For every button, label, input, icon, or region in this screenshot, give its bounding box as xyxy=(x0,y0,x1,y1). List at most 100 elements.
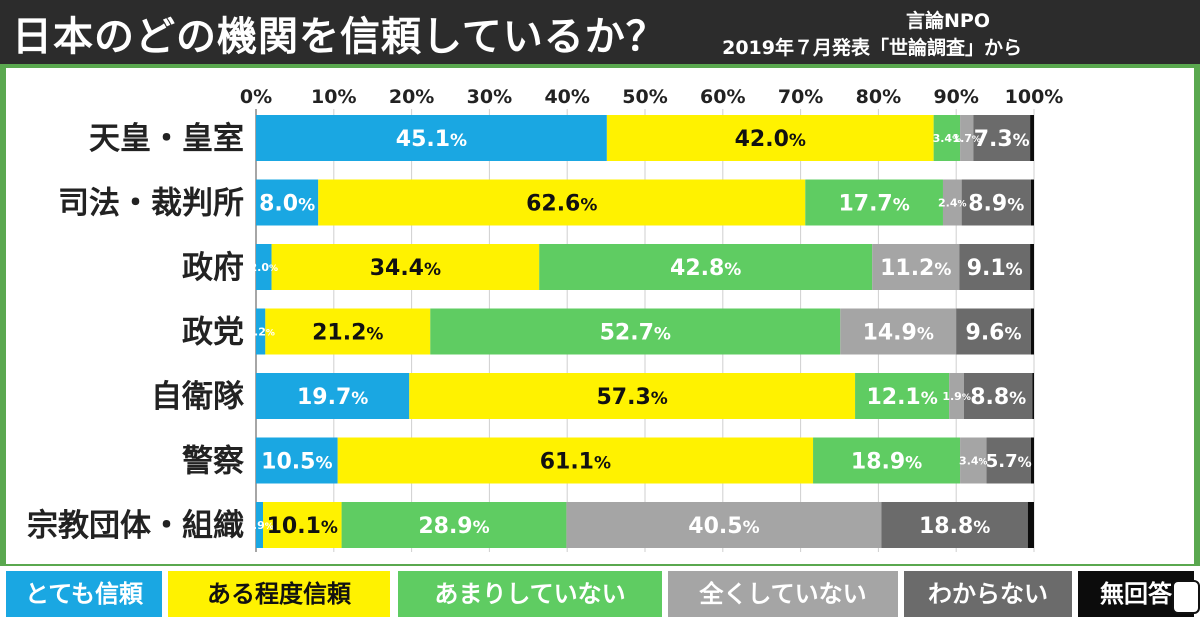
data-label: 40.5% xyxy=(688,514,759,539)
bar-segment xyxy=(337,437,814,484)
data-label: 2.4% xyxy=(938,196,967,209)
bar-segment xyxy=(256,179,319,226)
data-label: 10.5% xyxy=(261,449,332,474)
title-bar: 日本のどの機関を信頼しているか？ 言論NPO 2019年７月発表「世論調査」から xyxy=(0,0,1200,64)
legend-item: とても信頼 xyxy=(6,571,162,617)
x-tick-label: 70% xyxy=(778,86,823,108)
x-tick-label: 40% xyxy=(544,86,589,108)
bar-segment xyxy=(840,308,957,355)
bar-segment xyxy=(933,115,961,161)
bar-segment xyxy=(256,437,338,484)
data-label: 42.0% xyxy=(735,127,806,152)
bar-segment xyxy=(881,502,1028,548)
data-label: 61.1% xyxy=(540,449,611,474)
bar-segment xyxy=(606,115,934,161)
data-label: 19.7% xyxy=(297,385,368,410)
bar-segment xyxy=(872,244,960,290)
data-label: 21.2% xyxy=(312,320,383,345)
bar-segment xyxy=(960,115,974,161)
data-label: 8.0% xyxy=(259,191,315,216)
category-label: 政党 xyxy=(182,315,244,351)
bar-segment xyxy=(1030,308,1034,355)
data-label: 52.7% xyxy=(600,320,671,345)
chart-panel: 0% 10% 20% 30% 40% 50% 60% 70% 80% 90% 100% 天皇・皇室司… xyxy=(6,68,1194,564)
bar-segment xyxy=(430,308,841,355)
data-label: 14.9% xyxy=(863,320,934,345)
data-label: 1.2% xyxy=(246,325,275,338)
data-labels: 45.1% 42.0% 3.4%1.7%7.3%8.0% 62.6% 17.7% 2.4%… xyxy=(245,127,1031,539)
bar-segment xyxy=(959,244,1031,290)
bar-segment xyxy=(963,373,1033,419)
bar-segment xyxy=(1030,179,1034,226)
bar-segment xyxy=(263,502,342,548)
bar-segment xyxy=(1027,502,1034,548)
bar-segment xyxy=(256,115,607,161)
bar-segment xyxy=(256,244,272,290)
x-tick-label: 10% xyxy=(311,86,356,108)
bar-segment xyxy=(265,308,431,355)
x-tick-label: 90% xyxy=(933,86,978,108)
bar-segment xyxy=(409,373,856,419)
data-label: 2.0% xyxy=(250,261,279,274)
x-tick-label: 50% xyxy=(622,86,667,108)
data-label: 3.4% xyxy=(959,454,988,467)
bar-segment xyxy=(960,437,987,484)
legend-item: ある程度信頼 xyxy=(168,571,390,617)
data-label: 9.6% xyxy=(966,320,1022,345)
data-label: 9.1% xyxy=(967,256,1023,281)
data-label: 18.9% xyxy=(851,449,922,474)
bar-segment xyxy=(256,373,410,419)
chart-title: 日本のどの機関を信頼しているか？ xyxy=(12,14,667,60)
data-label: 62.6% xyxy=(526,191,597,216)
data-label: 0.9% xyxy=(245,519,274,532)
bar-segment xyxy=(271,244,540,290)
bar-segment xyxy=(256,502,264,548)
legend-item: わからない xyxy=(904,571,1072,617)
bar-segment xyxy=(942,179,962,226)
x-tick-label: 20% xyxy=(389,86,434,108)
x-tick-label: 0% xyxy=(240,86,272,108)
stacked-bar-chart: 0% 10% 20% 30% 40% 50% 60% 70% 80% 90% 100% 天皇・皇室司… xyxy=(27,86,1064,552)
bar-segment xyxy=(256,308,266,355)
bar-segment xyxy=(973,115,1031,161)
data-label: 11.2% xyxy=(880,256,951,281)
bar-segment xyxy=(949,373,964,419)
bar-segment xyxy=(956,308,1031,355)
data-label: 12.1% xyxy=(866,385,937,410)
data-label: 8.9% xyxy=(968,191,1024,216)
bar-segment xyxy=(318,179,806,226)
data-label: 3.4% xyxy=(933,132,962,145)
legend-item: 全くしていない xyxy=(668,571,898,617)
x-tick-label: 60% xyxy=(700,86,745,108)
category-label: 天皇・皇室 xyxy=(89,121,244,157)
data-label: 28.9% xyxy=(418,514,489,539)
category-label: 司法・裁判所 xyxy=(58,186,244,222)
data-label: 57.3% xyxy=(596,385,667,410)
bar-segment xyxy=(1030,115,1034,161)
legend-item: あまりしていない xyxy=(398,571,662,617)
bar-segment xyxy=(986,437,1031,484)
category-label: 警察 xyxy=(182,444,245,480)
category-label: 政府 xyxy=(182,250,244,286)
bars xyxy=(256,115,1034,548)
bar-segment xyxy=(855,373,950,419)
x-tick-label: 30% xyxy=(467,86,512,108)
bar-segment xyxy=(1032,373,1034,419)
x-tick-label: 100% xyxy=(1005,86,1064,108)
data-label: 17.7% xyxy=(838,191,909,216)
bar-segment xyxy=(1030,244,1034,290)
mask-logo-icon xyxy=(1172,580,1200,614)
bar-segment xyxy=(961,179,1031,226)
data-label: 1.7% xyxy=(952,132,981,145)
data-label: 5.7% xyxy=(986,451,1032,472)
source-org: 言論NPO xyxy=(906,10,990,32)
x-tick-label: 80% xyxy=(856,86,901,108)
category-label: 自衛隊 xyxy=(151,379,244,415)
bar-segment xyxy=(341,502,567,548)
data-label: 18.8% xyxy=(919,514,990,539)
source-detail: 2019年７月発表「世論調査」から xyxy=(722,37,1022,59)
bar-segment xyxy=(1030,437,1034,484)
bar-segment xyxy=(805,179,943,226)
category-label: 宗教団体・組織 xyxy=(27,508,244,544)
